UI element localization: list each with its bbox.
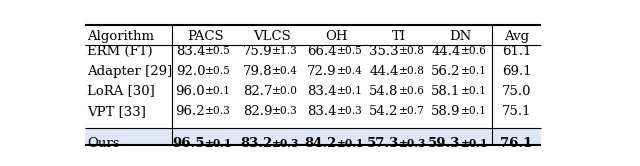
Text: ±0.1: ±0.1 <box>205 86 231 96</box>
Text: ±0.3: ±0.3 <box>272 106 298 116</box>
Text: 83.2: 83.2 <box>240 137 272 150</box>
Text: ±1.3: ±1.3 <box>272 46 298 56</box>
Text: ERM (FT): ERM (FT) <box>88 44 153 58</box>
Text: ±0.4: ±0.4 <box>337 66 362 76</box>
Text: ±0.1: ±0.1 <box>461 138 488 149</box>
Text: TI: TI <box>392 30 406 42</box>
Text: 44.4: 44.4 <box>369 65 399 78</box>
Text: ±0.8: ±0.8 <box>399 46 425 56</box>
Text: 44.4: 44.4 <box>431 44 461 58</box>
Text: 72.9: 72.9 <box>307 65 337 78</box>
Text: ±0.3: ±0.3 <box>399 138 426 149</box>
Text: OH: OH <box>325 30 348 42</box>
Text: PACS: PACS <box>187 30 223 42</box>
Text: 54.8: 54.8 <box>369 85 399 98</box>
Text: VPT [33]: VPT [33] <box>88 105 147 118</box>
Text: 82.9: 82.9 <box>243 105 272 118</box>
Text: ±0.5: ±0.5 <box>337 46 362 56</box>
Text: 57.3: 57.3 <box>367 137 399 150</box>
Text: Ours: Ours <box>88 137 120 150</box>
Text: ±0.1: ±0.1 <box>461 66 486 76</box>
Text: ±0.1: ±0.1 <box>337 86 363 96</box>
Text: ±0.5: ±0.5 <box>205 46 231 56</box>
Text: 59.3: 59.3 <box>428 137 461 150</box>
Text: ±0.4: ±0.4 <box>272 66 298 76</box>
Text: 96.5: 96.5 <box>173 137 205 150</box>
Text: 54.2: 54.2 <box>369 105 399 118</box>
Text: ±0.3: ±0.3 <box>205 106 231 116</box>
Text: 84.2: 84.2 <box>304 137 337 150</box>
Text: 96.2: 96.2 <box>175 105 205 118</box>
Text: 76.1: 76.1 <box>500 137 532 150</box>
Text: ±0.1: ±0.1 <box>461 106 486 116</box>
Text: 92.0: 92.0 <box>176 65 205 78</box>
Text: 66.4: 66.4 <box>307 44 337 58</box>
Text: 61.1: 61.1 <box>502 44 531 58</box>
Text: ±0.1: ±0.1 <box>461 86 486 96</box>
Text: 58.9: 58.9 <box>431 105 461 118</box>
Text: 75.9: 75.9 <box>243 44 272 58</box>
Text: ±0.3: ±0.3 <box>272 138 300 149</box>
Text: ±0.1: ±0.1 <box>205 138 232 149</box>
Text: ±0.6: ±0.6 <box>399 86 424 96</box>
Text: 35.3: 35.3 <box>369 44 399 58</box>
FancyBboxPatch shape <box>85 128 541 145</box>
Text: 96.0: 96.0 <box>175 85 205 98</box>
Text: 83.4: 83.4 <box>307 105 337 118</box>
Text: DN: DN <box>449 30 472 42</box>
Text: 58.1: 58.1 <box>431 85 461 98</box>
Text: VLCS: VLCS <box>253 30 291 42</box>
Text: 83.4: 83.4 <box>176 44 205 58</box>
Text: 56.2: 56.2 <box>431 65 461 78</box>
Text: ±0.0: ±0.0 <box>272 86 298 96</box>
Text: LoRA [30]: LoRA [30] <box>88 85 155 98</box>
Text: Avg: Avg <box>504 30 529 42</box>
Text: ±0.5: ±0.5 <box>205 66 231 76</box>
Text: 82.7: 82.7 <box>243 85 272 98</box>
Text: Adapter [29]: Adapter [29] <box>88 65 173 78</box>
Text: ±0.1: ±0.1 <box>337 138 364 149</box>
Text: Algorithm: Algorithm <box>88 30 154 42</box>
Text: ±0.6: ±0.6 <box>461 46 486 56</box>
Text: 75.1: 75.1 <box>502 105 531 118</box>
Text: 79.8: 79.8 <box>243 65 272 78</box>
Text: ±0.7: ±0.7 <box>399 106 424 116</box>
Text: 83.4: 83.4 <box>307 85 337 98</box>
Text: ±0.3: ±0.3 <box>337 106 362 116</box>
Text: 75.0: 75.0 <box>502 85 531 98</box>
Text: ±0.8: ±0.8 <box>399 66 425 76</box>
Text: 69.1: 69.1 <box>502 65 531 78</box>
